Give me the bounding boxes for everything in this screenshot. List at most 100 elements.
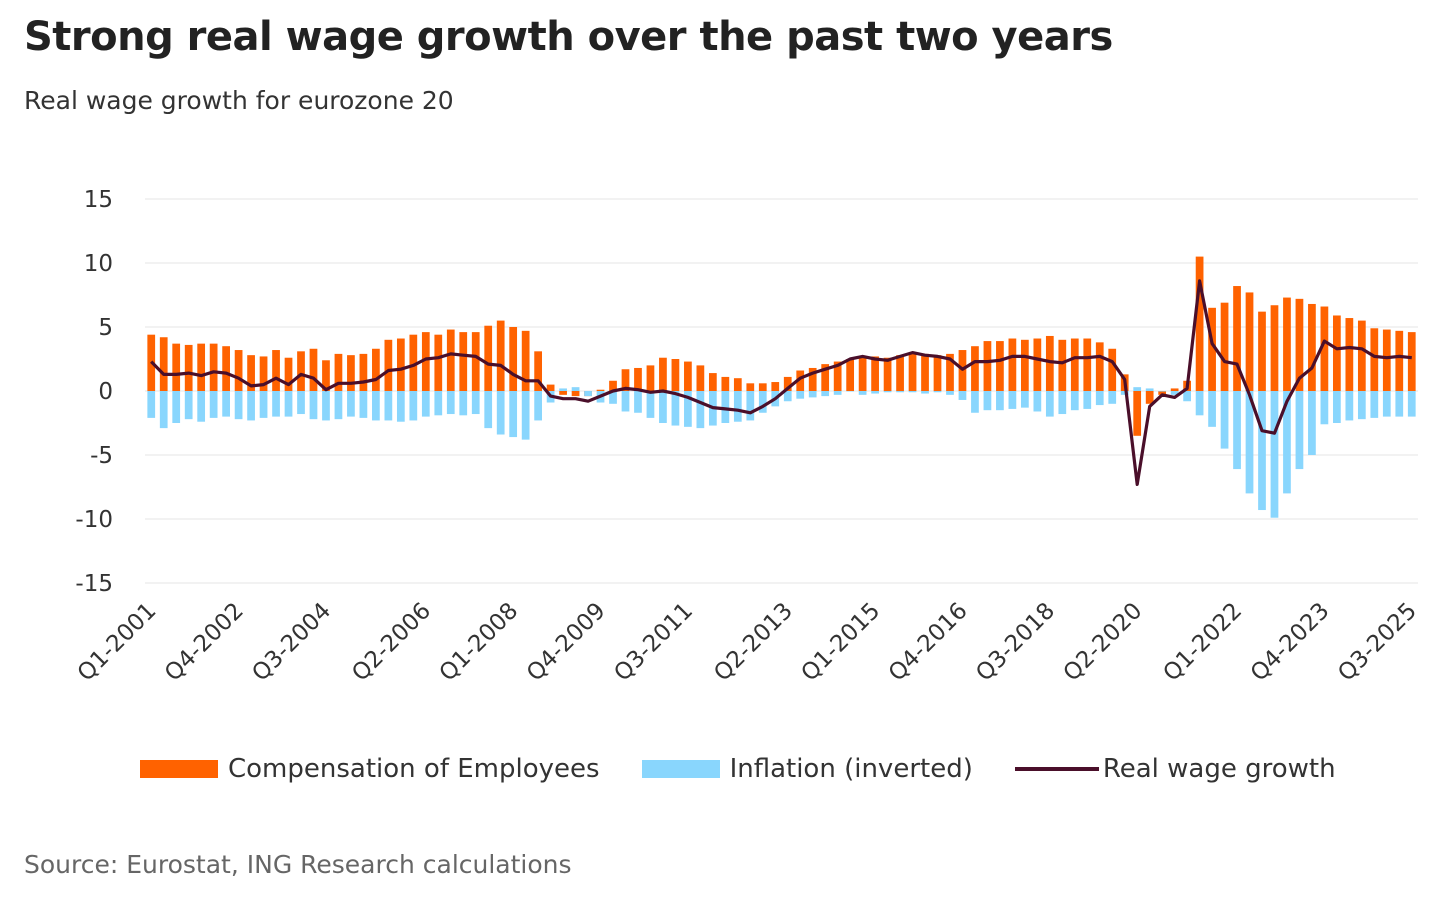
x-tick-label: Q1-2015 [797, 598, 886, 687]
bar-compensation [509, 327, 518, 391]
bar-inflation [1370, 391, 1379, 418]
bar-inflation [197, 391, 206, 422]
bar-compensation [1133, 391, 1142, 436]
x-tick-label: Q4-2002 [160, 598, 249, 687]
bar-compensation [421, 332, 430, 391]
bar-inflation [1158, 391, 1167, 392]
bar-inflation [808, 391, 817, 398]
legend-item-real-wage: Real wage growth [1014, 754, 1336, 784]
bar-compensation [908, 352, 917, 391]
bar-compensation [1208, 307, 1216, 391]
bar-inflation [1070, 391, 1079, 411]
bar-compensation [297, 351, 305, 391]
bar-compensation [159, 337, 168, 391]
bar-inflation [521, 391, 530, 440]
bar-compensation [334, 353, 343, 391]
bar-inflation [309, 391, 318, 420]
x-tick-label: Q4-2023 [1246, 598, 1335, 687]
bar-inflation [1208, 391, 1216, 427]
bar-compensation [1108, 348, 1117, 391]
bar-compensation [1333, 315, 1341, 391]
bar-compensation [833, 361, 842, 391]
bar-compensation [971, 346, 979, 391]
y-tick-label: -15 [75, 571, 113, 597]
bar-compensation [646, 365, 655, 391]
bar-inflation [1308, 391, 1316, 455]
bar-compensation [1270, 305, 1279, 391]
bar-inflation [297, 391, 305, 415]
bar-inflation [833, 391, 842, 395]
bar-compensation [796, 370, 805, 391]
bar-compensation [596, 389, 605, 391]
bar-inflation [1295, 391, 1304, 470]
bar-compensation [372, 348, 380, 391]
bar-inflation [933, 391, 942, 393]
bar-inflation [821, 391, 830, 397]
bar-compensation [546, 384, 555, 391]
bar-inflation [184, 391, 193, 420]
bar-inflation [1095, 391, 1104, 406]
bar-compensation [1283, 297, 1291, 391]
x-tick-label: Q4-2016 [884, 598, 973, 687]
bar-inflation [1145, 388, 1154, 391]
x-tick-label: Q2-2020 [1059, 598, 1148, 687]
bar-compensation [1345, 318, 1354, 391]
bar-compensation [459, 332, 468, 391]
bar-inflation [159, 391, 168, 429]
bar-compensation [1370, 328, 1379, 391]
bar-inflation [1220, 391, 1229, 449]
bar-inflation [259, 391, 268, 418]
legend-item-compensation: Compensation of Employees [140, 754, 600, 784]
bar-compensation [883, 357, 892, 391]
bar-inflation [659, 391, 667, 423]
bar-compensation [921, 353, 929, 391]
bar-compensation [1295, 298, 1304, 391]
bar-inflation [559, 388, 567, 391]
source-note: Source: Eurostat, ING Research calculati… [24, 850, 572, 879]
bar-inflation [1283, 391, 1291, 494]
bar-compensation [896, 355, 904, 391]
bar-inflation [1033, 391, 1042, 412]
bar-compensation [708, 373, 717, 391]
bar-inflation [571, 387, 580, 391]
bar-compensation [247, 355, 255, 391]
bar-inflation [471, 391, 480, 415]
bar-inflation [421, 391, 430, 417]
bar-inflation [1020, 391, 1029, 408]
bar-inflation [1395, 391, 1404, 417]
chart-subtitle: Real wage growth for eurozone 20 [24, 86, 454, 115]
bar-compensation [184, 344, 193, 391]
bar-inflation [1258, 391, 1266, 511]
bar-inflation [372, 391, 380, 421]
bar-inflation [1407, 391, 1416, 417]
bar-inflation [1183, 391, 1191, 402]
bar-inflation [871, 391, 879, 394]
bar-inflation [908, 391, 917, 393]
bar-inflation [1270, 391, 1279, 518]
chart-title: Strong real wage growth over the past tw… [24, 14, 1113, 60]
bar-inflation [446, 391, 455, 415]
bar-compensation [521, 330, 530, 391]
bar-compensation [222, 346, 230, 391]
legend-label-real-wage: Real wage growth [1102, 754, 1336, 784]
bar-compensation [609, 380, 617, 391]
bar-compensation [733, 378, 742, 391]
bar-compensation [996, 341, 1004, 391]
bar-compensation [946, 353, 954, 391]
bar-inflation [758, 391, 767, 413]
bar-compensation [1083, 338, 1092, 391]
bar-compensation [1195, 256, 1204, 391]
bar-compensation [284, 357, 293, 391]
bar-inflation [883, 391, 892, 393]
bar-inflation [484, 391, 493, 429]
bar-compensation [1258, 311, 1266, 391]
y-tick-label: 5 [98, 315, 113, 341]
bar-inflation [509, 391, 518, 438]
bar-inflation [696, 391, 705, 429]
bar-inflation [1133, 387, 1142, 391]
bar-inflation [996, 391, 1004, 411]
bar-inflation [896, 391, 904, 393]
bar-inflation [1382, 391, 1391, 417]
legend-swatch-inflation [641, 760, 720, 778]
